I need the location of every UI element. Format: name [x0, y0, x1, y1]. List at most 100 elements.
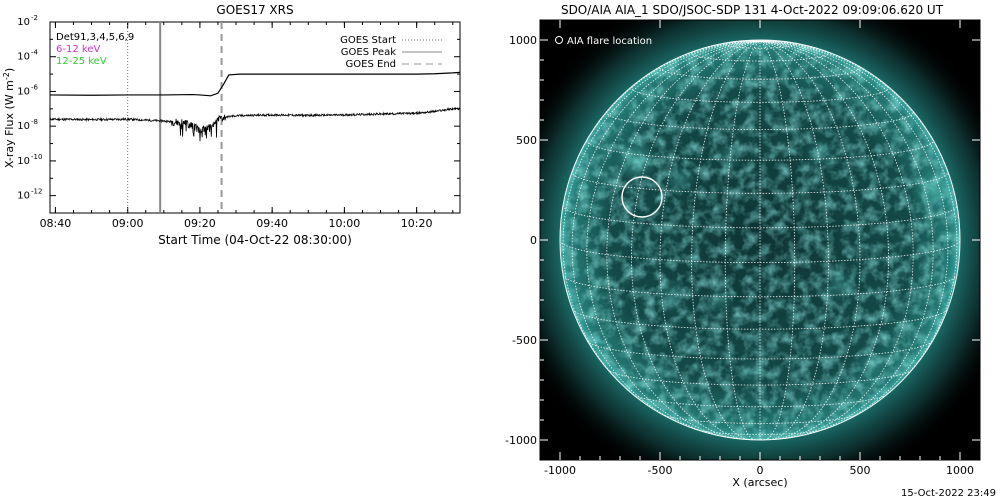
bright-region — [912, 168, 956, 212]
bright-region — [716, 142, 744, 170]
x-tick-label: 10:20 — [401, 217, 433, 230]
longitude-line — [691, 40, 761, 441]
image-y-ticks: 1000 500 0 -500 -1000 — [505, 34, 980, 447]
latitude-line — [606, 110, 914, 131]
event-markers — [127, 22, 223, 213]
longitude-line — [586, 40, 761, 436]
bright-region — [704, 284, 736, 316]
x-tick-label: 09:40 — [256, 217, 288, 230]
footer-timestamp: 15-Oct-2022 23:49 — [901, 488, 996, 499]
y-tick-base: 10 — [17, 121, 30, 132]
y-tick-exponent: -4 — [31, 49, 39, 57]
latitude-line — [695, 429, 825, 435]
image-y-tick-label: 1000 — [509, 34, 537, 47]
longitude-line — [571, 40, 761, 430]
longitude-line — [659, 40, 761, 440]
legend-channel-label: 6-12 keV — [56, 44, 100, 55]
image-x-tick-label: 1000 — [946, 464, 974, 477]
y-tick-base: 10 — [17, 86, 30, 97]
longitude-line — [630, 40, 761, 440]
bright-region — [652, 278, 688, 314]
y-tick-label: 10 — [17, 191, 30, 202]
y-tick-label: 10 — [17, 52, 30, 63]
image-x-tick-label: -500 — [648, 464, 673, 477]
longitude-line — [759, 40, 829, 441]
legend-channel-label: 12-25 keV — [56, 56, 107, 67]
x-tick-label: 10:00 — [329, 217, 361, 230]
y-tick-base: 10 — [17, 52, 30, 63]
latitude-line — [607, 369, 913, 386]
y-tick-base: 10 — [17, 156, 30, 167]
solar-image: AIA flare location — [540, 20, 980, 460]
y-tick-label: 10 — [17, 17, 30, 28]
latitude-line — [630, 86, 890, 103]
flare-legend-text: AIA flare location — [567, 36, 652, 47]
y-axis-label: X-ray Flux (W m-2) — [2, 68, 16, 168]
y-axis-label-main: X-ray Flux (W m — [3, 80, 16, 168]
y-axis-label-close: ) — [3, 68, 16, 72]
latitude-line — [662, 414, 858, 424]
limb-line — [559, 39, 961, 441]
longitude-line — [724, 40, 761, 441]
image-y-tick-label: 0 — [530, 234, 537, 247]
y-tick-exponent: -2 — [31, 14, 38, 22]
longitude-line — [759, 40, 958, 408]
plot-frame — [49, 21, 461, 214]
series-short-channel — [50, 106, 460, 142]
x-axis-label: Start Time (04-Oct-22 08:30:00) — [158, 233, 352, 247]
longitude-line — [759, 40, 890, 440]
y-tick-label: 10 — [17, 121, 30, 132]
latitude-line — [571, 171, 949, 194]
goes-xrs-chart: GOES17 XRS 08:40 09:00 09:20 09:40 10:00 10:2… — [2, 3, 461, 247]
latitude-line — [659, 65, 861, 80]
bright-region — [738, 356, 770, 388]
image-x-tick-label: 500 — [850, 464, 871, 477]
longitude-line — [759, 40, 949, 430]
y-tick-exponent: -10 — [31, 153, 42, 161]
latitude-line — [724, 41, 796, 49]
latitude-line — [562, 205, 958, 229]
x-tick-label: 09:00 — [112, 217, 144, 230]
latitude-line — [559, 239, 961, 264]
longitude-line — [759, 40, 796, 441]
image-x-axis-label: X (arcsec) — [732, 476, 787, 489]
bright-region — [854, 348, 886, 380]
legend-event-label: GOES Peak — [341, 47, 396, 58]
image-y-tick-label: 500 — [516, 134, 537, 147]
x-tick-label: 09:20 — [184, 217, 216, 230]
y-axis-label-sup: -2 — [2, 72, 11, 80]
longitude-line — [562, 40, 761, 408]
y-tick-base: 10 — [17, 191, 30, 202]
x-tick-label: 08:40 — [40, 217, 72, 230]
image-title: SDO/AIA AIA_1 SDO/JSOC-SDP 131 4-Oct-202… — [561, 3, 944, 17]
y-tick-base: 10 — [17, 17, 30, 28]
y-tick-label: 10 — [17, 86, 30, 97]
image-x-tick-label: -1000 — [544, 464, 576, 477]
flare-legend-marker — [555, 36, 563, 44]
image-y-tick-label: -1000 — [505, 434, 537, 447]
legend-event-label: GOES End — [346, 59, 396, 70]
bright-region — [822, 268, 858, 304]
image-x-ticks: -1000 -500 0 500 1000 — [544, 20, 974, 477]
latitude-line — [586, 340, 934, 360]
latitude-line — [572, 309, 948, 330]
longitude-line — [759, 40, 934, 436]
flare-location-circle — [621, 176, 663, 218]
heliographic-grid — [559, 39, 961, 441]
series-long-channel — [50, 71, 460, 97]
image-x-tick-label: 0 — [757, 464, 764, 477]
y-tick-exponent: -8 — [31, 118, 38, 126]
bright-region — [614, 138, 658, 182]
bright-region — [664, 164, 696, 196]
y-tick-exponent: -12 — [31, 188, 42, 196]
legend-channel-label: Det91,3,4,5,6,9 — [56, 32, 134, 43]
image-y-tick-label: -500 — [512, 334, 537, 347]
aia-image-chart: SDO/AIA AIA_1 SDO/JSOC-SDP 131 4-Oct-202… — [505, 3, 981, 489]
flux-series — [50, 71, 460, 142]
active-regions — [614, 138, 956, 388]
chart-title: GOES17 XRS — [216, 3, 293, 17]
